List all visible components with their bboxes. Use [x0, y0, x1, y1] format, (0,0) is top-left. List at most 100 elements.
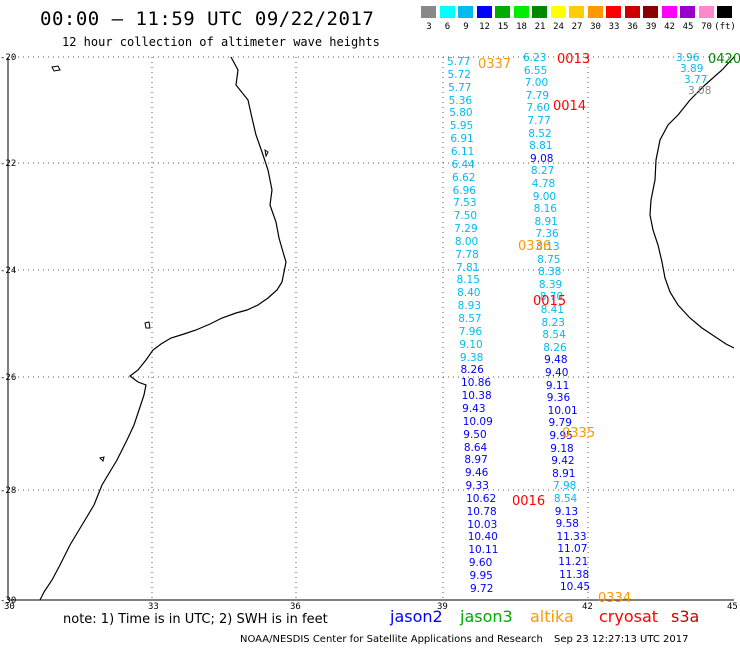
legend-label: 21: [534, 22, 546, 32]
wave-height-value: 8.57: [458, 313, 482, 325]
wave-height-value: 9.18: [550, 442, 574, 455]
legend-label: 3: [426, 22, 432, 32]
satellite-s3a: s3a: [671, 607, 700, 626]
legend-swatch: [476, 6, 492, 18]
wave-height-value: 7.29: [454, 223, 478, 236]
wave-height-value: 9.58: [555, 518, 579, 531]
legend-swatch: [643, 6, 658, 18]
wave-height-value: 6.44: [451, 158, 475, 171]
wave-height-value: 9.43: [462, 402, 486, 415]
wave-height-value: 7.36: [535, 228, 559, 241]
lat-label: -28: [0, 486, 17, 496]
legend-label: 33: [608, 22, 620, 32]
legend-swatch: [458, 6, 473, 18]
legend-label: 24: [553, 22, 564, 32]
wave-height-value: 7.53: [453, 197, 477, 210]
wave-height-value: 8.00: [454, 235, 479, 248]
wave-height-value: 11.33: [556, 530, 587, 543]
africa-coastline: [39, 56, 287, 601]
legend-label: 27: [571, 22, 583, 32]
lon-label: 39: [437, 602, 448, 612]
legend-label: 45: [682, 22, 694, 32]
pass-time-label: 0337: [478, 57, 512, 72]
legend-label: 15: [497, 22, 509, 32]
legend-label: 39: [645, 22, 657, 32]
wave-height-value: 8.23: [541, 316, 565, 329]
legend-label: 36: [627, 22, 638, 32]
legend-label: 9: [463, 22, 469, 32]
wave-height-value: 6.55: [523, 64, 548, 77]
wave-height-value: 5.77: [448, 81, 472, 94]
wave-height-value: 9.79: [548, 417, 572, 430]
legend-label: 6: [444, 22, 451, 32]
wave-height-value: 5.80: [449, 107, 473, 120]
legend-swatch: [587, 6, 603, 18]
legend-swatch: [569, 6, 584, 18]
legend-label: 18: [516, 22, 527, 32]
wave-height-value: 6.62: [452, 171, 476, 184]
wave-height-value: 8.93: [457, 300, 482, 313]
wave-height-value: 8.75: [537, 253, 561, 266]
pass-time-label: 0013: [557, 52, 591, 67]
wave-height-value: 9.08: [530, 152, 554, 165]
wave-height-value: 8.41: [540, 304, 564, 316]
wave-height-value: 9.00: [532, 190, 557, 203]
wave-height-value: 10.38: [461, 390, 492, 403]
lat-label: -22: [0, 159, 17, 169]
legend-swatch: [624, 6, 640, 18]
wave-height-value: 7.60: [526, 102, 550, 115]
wave-height-value: 8.16: [533, 203, 557, 216]
wave-height-value: 8.54: [553, 493, 578, 505]
lon-label: 30: [4, 602, 15, 612]
wave-height-value: 10.45: [560, 581, 591, 594]
pass-time-label: 0336: [518, 239, 552, 254]
legend-label: 12: [479, 22, 490, 32]
legend-swatch: [550, 6, 566, 18]
wave-height-value: 9.10: [459, 338, 483, 351]
wave-height-value: 8.91: [534, 215, 558, 228]
wave-height-value: 10.78: [466, 505, 497, 518]
lat-label: -30: [0, 596, 17, 606]
satellite-jason3: jason3: [460, 607, 513, 626]
pass-time-label: 0420: [708, 52, 740, 67]
pass-time-label: 0016: [512, 494, 546, 509]
lon-label: 42: [582, 602, 593, 612]
wave-height-value: 6.23: [523, 52, 547, 64]
wave-height-value: 7.77: [527, 115, 551, 127]
wave-height-value: 9.13: [554, 505, 579, 518]
wave-height-value: 11.21: [558, 556, 589, 568]
wave-height-value: 9.42: [551, 455, 575, 468]
wave-height-value: 9.11: [545, 379, 570, 392]
wave-height-value: 6.11: [450, 145, 475, 158]
wave-height-value: 9.38: [459, 351, 484, 364]
legend-label: 42: [664, 22, 675, 32]
wave-height-value: 8.15: [456, 274, 480, 287]
wave-height-value: 7.98: [552, 480, 577, 493]
pass-time-label: 0014: [553, 99, 587, 114]
page-subtitle: 12 hour collection of altimeter wave hei…: [62, 35, 380, 49]
wave-height-value: 8.40: [457, 287, 481, 300]
wave-height-value: 3.96: [676, 52, 700, 64]
wave-height-value: 5.36: [448, 94, 473, 107]
wave-height-value: 5.77: [447, 56, 471, 68]
legend-swatch: [606, 6, 621, 18]
wave-height-value: 8.27: [530, 165, 555, 178]
satellite-cryosat: cryosat: [599, 607, 659, 626]
legend-swatch: [717, 6, 732, 18]
lon-label: 33: [148, 602, 159, 612]
legend-swatch: [421, 6, 436, 18]
frame: [7, 57, 734, 601]
wave-height-value: 5.72: [447, 68, 471, 81]
wave-height-value: 8.26: [460, 364, 484, 377]
legend-label: 30: [590, 22, 601, 32]
wave-height-value: 9.72: [470, 582, 494, 595]
wave-height-value: 7.50: [453, 210, 478, 223]
footnote: note: 1) Time is in UTC; 2) SWH is in fe…: [63, 612, 328, 627]
legend-label: (ft): [714, 22, 736, 32]
wave-height-value: 3.77: [684, 74, 708, 86]
wave-height-value: 7.78: [455, 248, 479, 261]
wave-height-value: 7.96: [458, 325, 483, 338]
wave-height-value: 9.33: [465, 480, 489, 493]
wave-height-value: 11.38: [559, 568, 590, 581]
